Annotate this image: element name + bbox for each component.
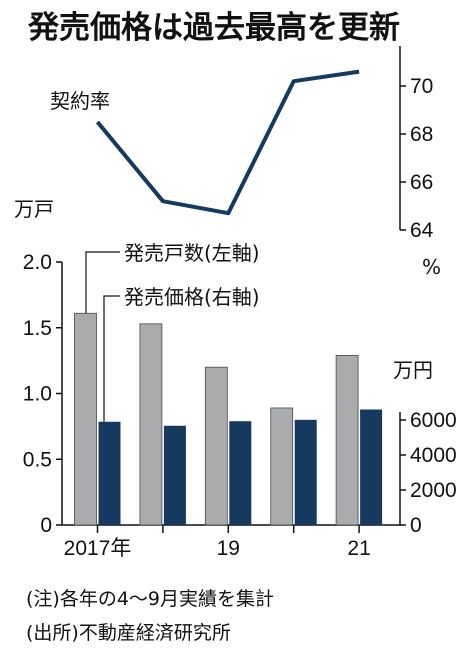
left-tick-label: 1.0 [23, 383, 52, 406]
bar-units-2017 [74, 312, 97, 526]
price-unit: 万円 [393, 358, 433, 382]
price-tick-label: 6000 [410, 409, 457, 432]
left-tick-label: 0.5 [23, 448, 52, 471]
rate-tick-label: 66 [410, 171, 433, 194]
price-tick-label: 0 [410, 514, 422, 537]
left-tick-label: 2.0 [23, 251, 52, 274]
bar-price-2020 [294, 419, 317, 525]
rate-tick-label: 70 [410, 75, 433, 98]
bar-units-2019 [204, 366, 228, 526]
bar-price-2018 [163, 425, 186, 525]
bar-units-2021 [335, 354, 359, 526]
rate-unit: % [422, 255, 441, 279]
units-callout-line [85, 251, 120, 314]
x-tick-label: 2017年 [64, 537, 132, 560]
bar-units-2018 [139, 323, 163, 526]
rate-line-chart [95, 69, 360, 216]
axes: 0 0.5 1.0 1.5 2.0 64 66 68 70 0 2000 4000 6000 2017年 1… [23, 46, 457, 560]
price-legend-label: 発売価格(右軸) [124, 285, 260, 309]
source-note: (出所)不動産経済研究所 [26, 622, 231, 644]
price-callout-line [103, 295, 120, 422]
rate-tick-label: 68 [410, 123, 433, 146]
price-tick-label: 2000 [410, 479, 457, 502]
bar-chart [74, 312, 383, 526]
rate-line [95, 69, 360, 216]
rate-series-label: 契約率 [50, 89, 110, 113]
x-tick-label: 21 [347, 537, 370, 560]
price-tick-label: 4000 [410, 444, 457, 467]
bar-units-2020 [270, 407, 294, 526]
left-tick-label: 0 [40, 514, 52, 537]
bar-price-2021 [360, 409, 383, 525]
left-tick-label: 1.5 [23, 317, 52, 340]
footnote: (注)各年の4～9月実績を集計 [26, 588, 274, 610]
chart-title: 発売価格は過去最高を更新 [27, 10, 400, 46]
left-unit: 万戸 [14, 197, 54, 221]
x-tick-label: 19 [217, 537, 240, 560]
rate-tick-label: 64 [410, 219, 434, 242]
bar-price-2017 [98, 421, 121, 525]
bar-price-2019 [229, 421, 252, 525]
units-legend-label: 発売戸数(左軸) [124, 241, 260, 265]
